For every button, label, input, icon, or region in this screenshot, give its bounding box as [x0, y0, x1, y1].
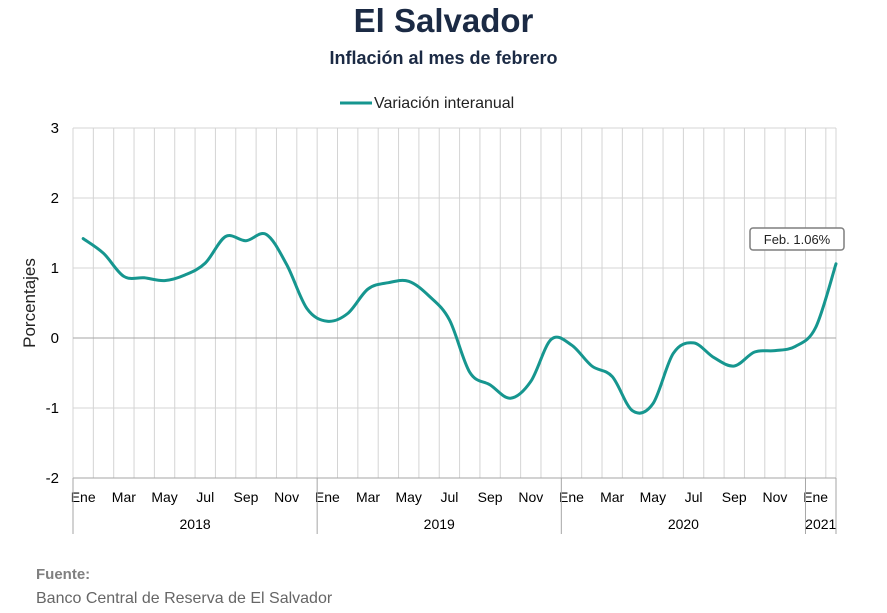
year-label: 2021 [805, 516, 836, 532]
x-tick-label: May [151, 489, 177, 505]
x-tick-label: Mar [356, 489, 380, 505]
annotation-box [749, 227, 845, 251]
x-tick-label: Sep [722, 489, 747, 505]
year-label: 2019 [424, 516, 455, 532]
y-tick-label: -2 [46, 470, 59, 487]
x-tick-label: Mar [112, 489, 136, 505]
legend-label: Variación interanual [374, 95, 514, 112]
series-line-variacion-interanual [81, 232, 838, 415]
y-axis-label: Porcentajes [20, 258, 39, 348]
y-tick-label: 2 [51, 190, 59, 207]
x-tick-label: Nov [274, 489, 299, 505]
x-tick-label: Jul [196, 489, 214, 505]
year-label: 2020 [668, 516, 699, 532]
y-tick-label: 1 [51, 260, 59, 277]
x-tick-label: Nov [763, 489, 788, 505]
x-tick-label: Sep [478, 489, 503, 505]
x-tick-label: Jul [440, 489, 458, 505]
chart-subtitle: Inflación al mes de febrero [329, 48, 558, 68]
annotation-label: Feb. 1.06% [764, 232, 831, 247]
y-tick-label: 0 [51, 330, 59, 347]
x-tick-label: Ene [315, 489, 340, 505]
x-tick-label: May [640, 489, 666, 505]
x-tick-label: Ene [71, 489, 96, 505]
x-tick-label: Mar [600, 489, 624, 505]
y-tick-label: -1 [46, 400, 59, 417]
year-label: 2018 [180, 516, 211, 532]
y-tick-label: 3 [51, 120, 59, 137]
x-tick-label: Sep [233, 489, 258, 505]
x-tick-label: May [395, 489, 421, 505]
x-tick-label: Jul [685, 489, 703, 505]
source-label: Fuente: [36, 566, 91, 583]
x-tick-label: Nov [518, 489, 543, 505]
source-text: Banco Central de Reserva de El Salvador [36, 590, 333, 607]
x-tick-label: Ene [559, 489, 584, 505]
chart-title: El Salvador [353, 2, 534, 39]
x-tick-label: Ene [803, 489, 828, 505]
